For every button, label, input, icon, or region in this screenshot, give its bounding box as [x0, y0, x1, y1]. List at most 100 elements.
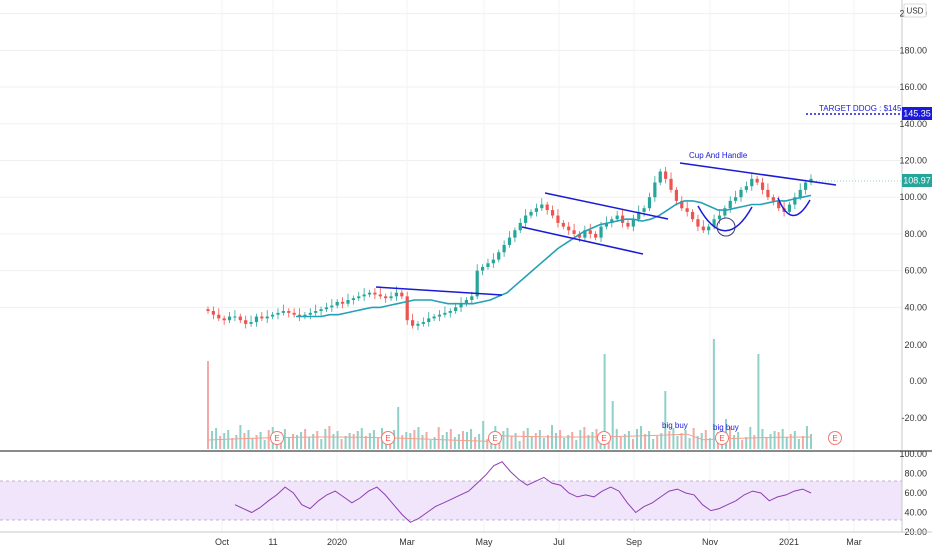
time-tick-label: 2021: [779, 537, 799, 547]
candle-body: [276, 312, 280, 315]
volume-bar: [555, 433, 558, 449]
candle-body: [206, 309, 210, 312]
candle-body: [744, 186, 748, 190]
price-tick-label: 80.00: [904, 229, 927, 239]
volume-bar: [761, 429, 764, 449]
time-axis[interactable]: Oct 11 2020 Mar May Jul Sep Nov 2021 Mar: [215, 537, 862, 547]
volume-bar: [324, 429, 327, 449]
annotations: Cup And Handle big buy big buy TARGET DD…: [662, 104, 902, 432]
candle-body: [572, 230, 576, 234]
candle-body: [604, 222, 609, 227]
drawings: [375, 113, 902, 296]
price-tick-label: 120.00: [899, 155, 927, 165]
candle-body: [271, 314, 275, 317]
time-tick-label: 11: [268, 537, 277, 547]
volume-bar: [421, 435, 424, 449]
volume-bar: [546, 435, 549, 449]
rsi-tick-label: 80.00: [904, 469, 927, 479]
candle-body: [577, 233, 582, 238]
volume-tick-label: 0.00: [909, 376, 927, 386]
earnings-marker-circle: [270, 431, 284, 445]
time-tick-label: Mar: [846, 537, 862, 547]
candle-body: [244, 320, 248, 324]
volume-bar: [757, 354, 760, 449]
cup-bottom-circle: [716, 217, 736, 237]
annotation-big-buy-2: big buy: [713, 423, 739, 432]
volume-bar: [215, 428, 218, 449]
volume-bar: [668, 431, 671, 449]
volume-bar: [635, 429, 638, 449]
time-tick-label: Sep: [626, 537, 642, 547]
candlestick-series: [206, 166, 813, 331]
time-tick-label: Mar: [399, 537, 415, 547]
volume-bar: [239, 425, 242, 449]
earnings-marker-label: E: [832, 434, 837, 443]
volume-bar: [429, 440, 432, 449]
candle-body: [335, 301, 339, 306]
volume-bar: [247, 430, 250, 449]
time-tick-label: Oct: [215, 537, 230, 547]
time-tick-label: Nov: [702, 537, 719, 547]
candle-body: [653, 182, 657, 198]
time-tick-label: May: [475, 537, 493, 547]
earnings-marker: E: [828, 431, 842, 445]
candle-body: [260, 316, 264, 319]
candle-body: [454, 307, 458, 312]
volume-bar: [660, 433, 663, 449]
earnings-marker: E: [270, 431, 284, 445]
candle-body: [222, 318, 226, 321]
candle-body: [760, 182, 765, 190]
candle-body: [227, 316, 232, 321]
price-tick-label: 180.00: [899, 45, 927, 55]
candle-body: [378, 294, 382, 297]
candle-body: [437, 314, 442, 317]
volume-bar: [417, 427, 420, 449]
rsi-line: [234, 461, 812, 523]
annotation-cup-and-handle: Cup And Handle: [689, 151, 748, 160]
volume-bar: [575, 440, 578, 449]
volume-bar: [397, 407, 400, 449]
volume-bar: [559, 430, 562, 449]
candle-body: [529, 211, 533, 216]
currency-selector[interactable]: USD: [903, 3, 927, 18]
candle-body: [497, 252, 501, 260]
volume-bar: [267, 430, 270, 449]
volume-bar: [449, 429, 452, 449]
candle-body: [610, 219, 614, 223]
candle-body: [550, 210, 555, 216]
candle-body: [443, 312, 447, 315]
candle-body: [809, 178, 813, 183]
volume-bar: [534, 433, 537, 449]
volume-bar: [207, 361, 209, 449]
volume-bar: [243, 433, 246, 449]
volume-bar: [433, 437, 436, 449]
candle-body: [588, 230, 592, 234]
time-tick-label: 2020: [327, 537, 347, 547]
volume-bar: [615, 429, 618, 449]
candle-body: [324, 307, 329, 310]
volume-bar: [255, 435, 258, 449]
earnings-marker-circle: [488, 431, 502, 445]
volume-bar: [502, 431, 505, 449]
volume-bar: [360, 428, 363, 449]
price-axis[interactable]: 200.00180.00160.00140.00120.00100.0080.0…: [899, 9, 927, 313]
volume-bar: [263, 440, 266, 449]
candle-body: [798, 189, 802, 198]
svg-text:108.97: 108.97: [903, 176, 931, 186]
volume-bar: [506, 428, 509, 449]
volume-bar: [514, 433, 517, 449]
volume-bar: [785, 437, 788, 449]
volume-bar: [652, 439, 655, 449]
candle-body: [400, 292, 404, 297]
volume-bar: [522, 431, 525, 449]
annotation-big-buy-1: big buy: [662, 421, 688, 430]
candle-body: [427, 318, 431, 323]
candle-body: [777, 200, 781, 209]
candle-body: [308, 312, 312, 315]
price-tick-label: 160.00: [899, 82, 927, 92]
volume-bar: [587, 435, 590, 449]
volume-bar: [765, 437, 768, 449]
volume-bar: [773, 431, 776, 449]
candle-body: [389, 296, 393, 299]
candle-body: [599, 226, 603, 238]
